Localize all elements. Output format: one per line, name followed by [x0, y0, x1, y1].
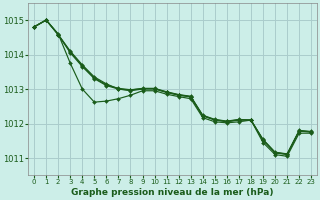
X-axis label: Graphe pression niveau de la mer (hPa): Graphe pression niveau de la mer (hPa): [71, 188, 274, 197]
